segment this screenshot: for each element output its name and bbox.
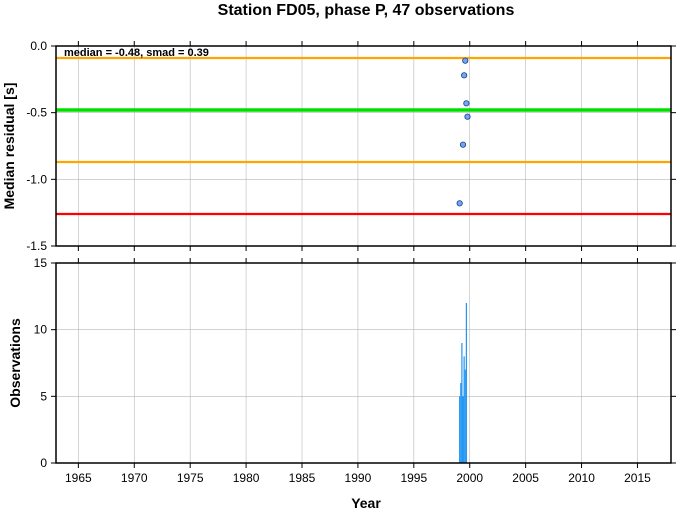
x-tick-label: 1975 <box>177 471 204 485</box>
observation-bar <box>465 303 467 463</box>
residual-panel: 0.0 -0.5 -1.0 -1.5 median = -0.48, smad = 0… <box>1 39 676 253</box>
observation-bars <box>459 303 467 463</box>
observations-x-ticks: 1965 1970 1975 1980 1985 1990 1995 2000 2005 2010… <box>65 258 651 485</box>
y-tick-label: 0 <box>40 456 47 470</box>
residual-y-ticks: 0.0 -0.5 -1.0 -1.5 <box>26 39 676 253</box>
observations-panel: 15 10 5 0 1965 1970 1975 1980 1985 1990 1995 2000 2… <box>7 256 676 511</box>
observation-bar <box>462 396 464 463</box>
x-tick-label: 2015 <box>624 471 651 485</box>
observation-bar <box>464 369 466 463</box>
observations-y-axis-label: Observations <box>7 318 23 408</box>
y-tick-label: -1.5 <box>26 239 47 253</box>
x-tick-label: 2010 <box>568 471 595 485</box>
chart-title: Station FD05, phase P, 47 observations <box>218 2 515 19</box>
observation-bar <box>463 356 465 463</box>
residual-y-axis-label: Median residual [s] <box>1 83 17 210</box>
stats-annotation: median = -0.48, smad = 0.39 <box>64 47 209 59</box>
observation-bar <box>461 343 463 463</box>
residual-point <box>461 72 468 79</box>
x-tick-label: 1980 <box>233 471 260 485</box>
observations-grid <box>56 262 671 464</box>
observations-y-ticks: 15 10 5 0 <box>34 256 676 470</box>
residual-point <box>459 141 467 148</box>
residual-point <box>464 113 471 120</box>
y-tick-label: 5 <box>40 389 47 403</box>
x-axis-label: Year <box>351 495 381 511</box>
x-tick-label: 1990 <box>345 471 372 485</box>
residual-grid <box>56 45 671 247</box>
x-tick-label: 1985 <box>289 471 316 485</box>
x-tick-label: 2000 <box>456 471 483 485</box>
observation-bar <box>460 383 462 463</box>
reference-lines <box>56 56 671 216</box>
observation-bar <box>459 396 461 463</box>
y-tick-label: 0.0 <box>30 39 47 53</box>
x-tick-label: 1965 <box>65 471 92 485</box>
x-tick-label: 2005 <box>512 471 539 485</box>
x-tick-label: 1970 <box>121 471 148 485</box>
y-tick-label: 10 <box>34 323 48 337</box>
residual-frame <box>55 45 672 247</box>
residual-point <box>456 200 463 207</box>
y-tick-label: -1.0 <box>26 172 47 186</box>
y-tick-label: 15 <box>34 256 48 270</box>
y-tick-label: -0.5 <box>26 106 47 120</box>
residual-x-ticks <box>77 41 638 251</box>
residual-point <box>462 57 469 64</box>
observations-frame <box>55 262 672 464</box>
residual-points <box>456 57 471 207</box>
residual-point <box>463 100 470 107</box>
x-tick-label: 1995 <box>400 471 427 485</box>
